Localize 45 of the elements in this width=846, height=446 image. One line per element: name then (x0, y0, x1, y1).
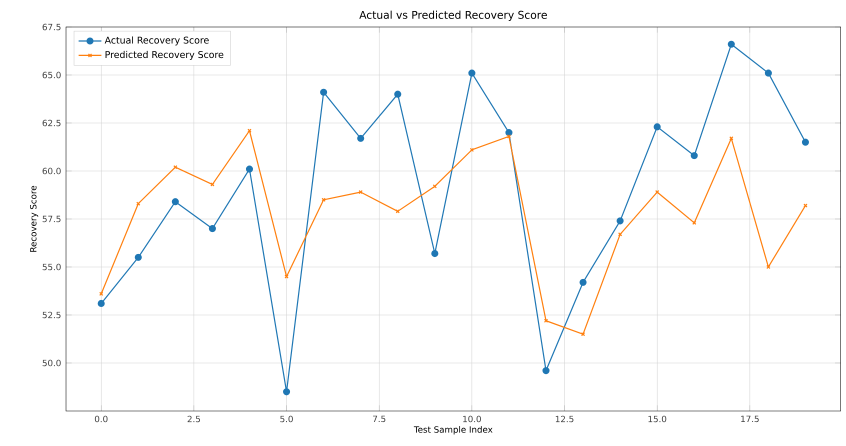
point (394, 90, 402, 98)
x-tick-label: 0.0 (94, 416, 108, 422)
point (690, 152, 698, 160)
point (542, 367, 550, 374)
point (544, 318, 548, 323)
y-tick-label: 50.0 (42, 360, 61, 366)
point (580, 278, 587, 286)
point (210, 182, 215, 187)
y-axis-title: Recovery Score (30, 186, 38, 252)
point (246, 166, 254, 173)
x-tick-label: 12.5 (556, 416, 574, 422)
y-tick-label: 62.5 (42, 120, 61, 126)
legend-label: Predicted Recovery Score (106, 50, 224, 60)
point (728, 40, 735, 48)
y-tick-label: 65.0 (42, 72, 61, 78)
point (468, 70, 476, 77)
y-tick-label: 67.5 (42, 24, 61, 30)
x-axis-title: Test Sample Index (414, 426, 493, 434)
point (173, 165, 178, 170)
y-tick-label: 60.0 (42, 168, 61, 174)
point (134, 254, 142, 261)
x-tick-label: 17.5 (741, 416, 759, 422)
point (802, 138, 809, 146)
point (283, 388, 290, 396)
y-tick-label: 57.5 (42, 216, 61, 222)
point (431, 250, 438, 258)
point (654, 123, 661, 130)
point (172, 198, 179, 206)
x-tick-label: 2.5 (188, 416, 200, 422)
point (208, 225, 216, 232)
point (505, 129, 512, 136)
point (470, 148, 474, 152)
x-tick-label: 15.0 (648, 416, 666, 422)
y-tick-label: 52.5 (42, 312, 61, 318)
legend-label: Actual Recovery Score (104, 36, 209, 46)
chart-title: Actual vs Predicted Recovery Score (359, 10, 547, 21)
y-tick-label: 55.0 (42, 264, 61, 270)
x-tick-label: 10.0 (463, 416, 481, 422)
point (764, 70, 772, 77)
point (616, 217, 624, 224)
x-tick-label: 5.0 (280, 416, 293, 422)
x-tick-label: 7.5 (373, 416, 386, 422)
point (98, 300, 105, 307)
point (357, 134, 364, 142)
point (320, 88, 328, 96)
